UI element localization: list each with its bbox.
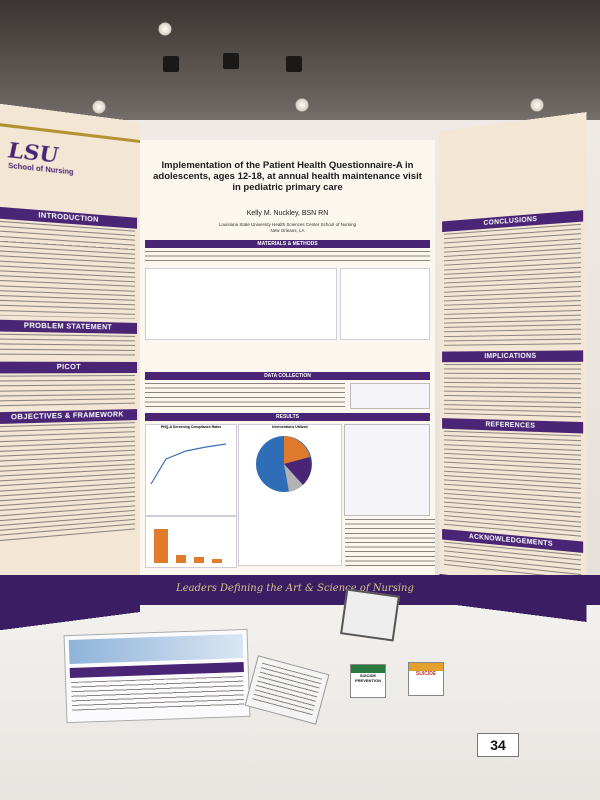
section-body [444,224,581,348]
suicide-prevention-card-stack: SUICIDE PREVENTION [350,664,386,698]
ceiling-light [295,98,309,112]
poster-tagline: Leaders Defining the Art & Science of Nu… [160,583,430,594]
poster-center-panel: Implementation of the Patient Health Que… [140,140,435,585]
section-heading: RESULTS [145,413,430,421]
ceiling-light [530,98,544,112]
lsu-logo: LSU School of Nursing [8,137,73,177]
bar [194,557,204,563]
ceiling-light [158,22,172,36]
poster-number-card: 34 [477,733,519,757]
section-body [145,251,430,265]
methods-flowchart [145,268,337,340]
section-heading: MATERIALS & METHODS [145,240,430,248]
data-collection-table [350,383,430,409]
poster-affiliation: Louisiana State University Health Scienc… [150,222,425,234]
phq-a-form [340,268,430,340]
trend-line [151,444,226,484]
section-body [0,221,135,319]
bar [176,555,186,563]
pie-chart-svg [239,429,339,499]
bar [212,559,222,563]
poster-left-panel: LSU School of Nursing INTRODUCTION PROBL… [0,103,140,631]
line-chart-svg [146,429,234,489]
brochure-text [71,676,244,712]
card-text: SUICIDE PREVENTION [351,673,385,683]
section-heading: IMPLICATIONS [442,350,583,362]
interventions-pie-chart: Interventions Utilized [238,424,342,566]
brochure-banner [69,634,244,664]
track-light [163,56,179,72]
ceiling-light [92,100,106,114]
section-body [444,364,581,418]
card-holder-stand [340,588,400,641]
city-text: New Orleans, LA [150,228,425,234]
bar-chart-svg [146,517,234,565]
bar [154,529,168,563]
track-light [223,53,239,69]
card-orange-bar [409,663,443,671]
right-sections: CONCLUSIONS IMPLICATIONS REFERENCES ACKN… [439,206,586,584]
section-body [444,431,581,538]
results-table [344,424,430,516]
section-body [145,383,345,409]
section-body [0,375,135,408]
section-body [0,422,135,544]
poster-author: Kelly M. Nuckley, BSN RN [150,210,425,217]
results-text [345,519,435,567]
section-heading: PICOT [0,362,137,374]
section-heading: PROBLEM STATEMENT [0,320,137,334]
poster-title: Implementation of the Patient Health Que… [150,160,425,193]
compliance-line-chart: PHQ-A Screening Compliance Rates [145,424,237,516]
handout-text [252,663,322,716]
section-heading: DATA COLLECTION [145,372,430,380]
card-green-bar [351,665,385,673]
bar-chart [145,516,237,568]
brochure-purple-bar [70,662,244,678]
suicide-card-stack: SUICIDE [408,662,444,696]
left-sections: INTRODUCTION PROBLEM STATEMENT PICOT OBJ… [0,202,140,546]
card-text: SUICIDE [409,671,443,677]
brochure [64,629,251,723]
track-light [286,56,302,72]
section-body [0,334,135,358]
poster-right-panel: CONCLUSIONS IMPLICATIONS REFERENCES ACKN… [439,112,586,622]
